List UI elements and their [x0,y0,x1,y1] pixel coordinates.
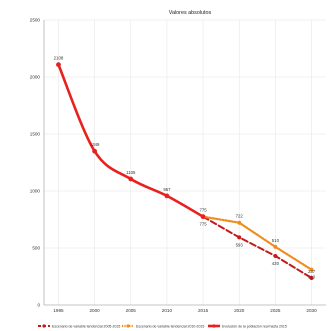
x-tick-label-6: 2025 [270,308,281,313]
y-tick-label-2: 1000 [30,189,41,194]
data-label-2: 1105 [126,170,136,175]
y-tick-label-4: 2000 [30,75,41,80]
series-0-point-3 [164,193,170,199]
y-tick-label-1: 500 [32,246,40,251]
x-tick-label-2: 2005 [126,308,137,313]
data-label-10: 310 [308,275,316,280]
legend-item-1[interactable]: Escenario de variable tendencial 2005-20… [38,324,120,328]
legend-item-2[interactable]: Escenario de variable tendencial 2010-20… [122,324,204,328]
data-label-6: 722 [236,214,244,219]
series-line-1 [202,215,313,279]
data-label-5: 775 [199,222,207,227]
series-1-point-1 [237,235,242,240]
series-0-point-0 [56,62,61,68]
series-0-point-2 [128,176,134,182]
series-2-point-1 [237,220,242,225]
data-label-1: 1349 [90,142,100,147]
x-tick-label-1: 2000 [89,308,100,313]
legend-label-2: Escenario de variable tendencial 2010-20… [136,324,204,328]
chart-title: Valores absolutos [169,10,212,16]
legend-label-0: Evolución de la población real hasta 201… [222,324,287,328]
legend-marker-1 [42,324,46,328]
x-tick-label-7: 2030 [306,308,317,313]
data-label-0: 2108 [54,56,64,61]
legend-marker-0 [212,324,216,328]
data-label-7: 593 [236,242,244,247]
x-tick-label-3: 2010 [162,308,173,313]
series-lines [56,62,314,280]
data-label-11: 237 [308,269,316,274]
series-1-point-3 [309,275,314,280]
data-label-4: 775 [199,208,207,213]
y-tick-label-0: 0 [37,303,40,308]
x-tick-label-4: 2015 [198,308,209,313]
x-tick-label-0: 1995 [53,308,64,313]
data-label-9: 430 [272,261,280,266]
series-2-point-2 [273,244,278,249]
series-0-point-4 [200,214,206,220]
legend-marker-2 [126,324,130,328]
series-2-point-3 [309,267,314,272]
series-1-point-2 [273,253,278,258]
data-label-8: 510 [272,238,280,243]
data-label-3: 957 [163,187,171,192]
legend-item-0[interactable]: Evolución de la población real hasta 201… [208,324,287,328]
series-line-2 [201,215,313,271]
legend-label-1: Escenario de variable tendencial 2005-20… [52,324,120,328]
series-0-point-1 [92,148,98,154]
x-tick-label-5: 2020 [234,308,245,313]
axes: 1995 2000 2005 2010 2015 2020 2025 2030 0 500 1000… [30,18,326,313]
y-tick-label-5: 2500 [30,18,41,23]
legend[interactable]: Escenario de variable tendencial 2005-20… [38,324,287,328]
y-tick-label-3: 1500 [30,132,41,137]
grid [44,19,326,306]
